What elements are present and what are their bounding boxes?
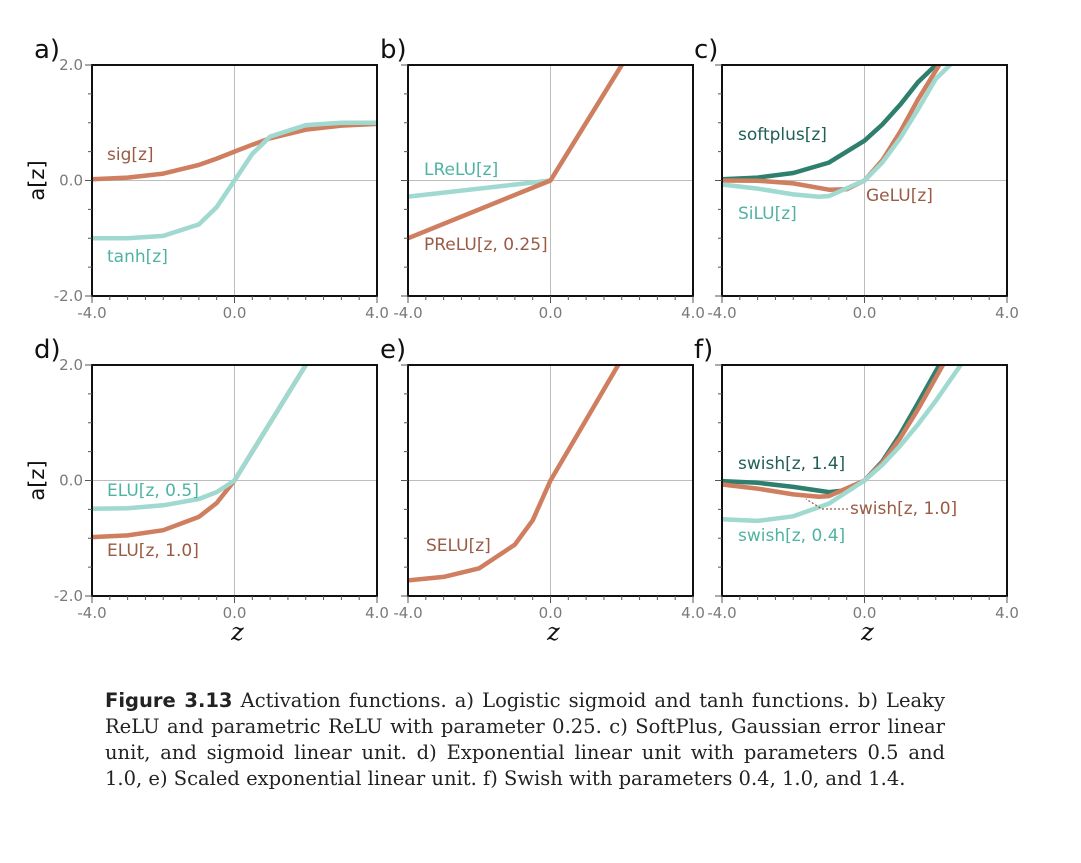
panel-a: -4.0 0.0 4.0 2.0 0.0 -2.0 a) a[z] sig[z] tanh[z] xyxy=(25,35,389,322)
x-axis-label: z xyxy=(546,618,560,646)
x-axis-label: z xyxy=(230,618,244,646)
x-tick-label: 0.0 xyxy=(853,304,877,322)
series-label: swish[z, 0.4] xyxy=(738,526,845,546)
panel-c: -4.0 0.0 4.0 c) softplus[z] GeLU[z] SiLU[z] xyxy=(694,35,1019,322)
x-tick-label: -4.0 xyxy=(77,304,106,322)
activation-functions-figure: -4.0 0.0 4.02.00.0-2.0a)a[z]sig[z]tanh[z]-… xyxy=(25,35,1019,646)
series-label: SiLU[z] xyxy=(738,204,797,224)
panel-letter: a) xyxy=(34,35,60,65)
series-line-silu-z xyxy=(722,65,953,199)
series-line-softplus-z xyxy=(722,65,939,182)
x-tick-label: 4.0 xyxy=(681,604,705,622)
y-axis-label: a[z] xyxy=(25,160,49,200)
x-tick-label: 0.0 xyxy=(539,604,563,622)
x-tick-label: 0.0 xyxy=(223,604,247,622)
panel-e: -4.0 0.0 4.0 e) z SELU[z] xyxy=(380,335,705,646)
swish-pointer xyxy=(805,498,848,510)
x-tick-label: -4.0 xyxy=(77,604,106,622)
series-label: SELU[z] xyxy=(426,536,491,556)
y-tick-label: 0.0 xyxy=(59,472,83,490)
series-label: swish[z, 1.0] xyxy=(850,499,957,519)
series-line-tanh-z xyxy=(92,120,377,241)
x-tick-label: 0.0 xyxy=(539,304,563,322)
x-tick-label: 4.0 xyxy=(995,604,1019,622)
x-tick-label: -4.0 xyxy=(707,604,736,622)
panel-d: -4.0 0.0 4.0 2.0 0.0 -2.0 d) a[z] z ELU[z, 0.5] EL… xyxy=(25,335,389,646)
y-axis-label: a[z] xyxy=(25,460,49,500)
y-tick-label: -2.0 xyxy=(54,287,83,305)
series-label: softplus[z] xyxy=(738,125,827,145)
panel-letter: c) xyxy=(694,35,718,65)
series-label: LReLU[z] xyxy=(424,160,498,180)
series-line-selu-z xyxy=(408,365,621,583)
panel-letter: d) xyxy=(34,335,61,365)
series-label: ELU[z, 0.5] xyxy=(107,481,199,501)
x-tick-label: -4.0 xyxy=(707,304,736,322)
series-line-swish-z-0-4 xyxy=(722,365,963,524)
series-label: sig[z] xyxy=(107,145,154,165)
x-tick-label: 0.0 xyxy=(853,604,877,622)
caption-text: Activation functions. a) Logistic sigmoi… xyxy=(105,689,945,790)
x-tick-label: 4.0 xyxy=(681,304,705,322)
series-label: GeLU[z] xyxy=(866,186,933,206)
panel-b: -4.0 0.0 4.0 b) LReLU[z] PReLU[z, 0.25] xyxy=(380,35,705,322)
series-label: PReLU[z, 0.25] xyxy=(424,235,548,255)
y-tick-label: 2.0 xyxy=(59,356,83,374)
series-label: ELU[z, 1.0] xyxy=(107,541,199,561)
x-axis-label: z xyxy=(860,618,874,646)
series-line-elu-z-0-5 xyxy=(92,365,309,512)
x-tick-label: -4.0 xyxy=(393,304,422,322)
series-line-elu-z-1-0 xyxy=(92,365,309,540)
series-line-prelu-z-0-25 xyxy=(408,65,625,241)
y-tick-label: 2.0 xyxy=(59,56,83,74)
x-tick-label: 4.0 xyxy=(995,304,1019,322)
x-tick-label: 0.0 xyxy=(223,304,247,322)
series-label: tanh[z] xyxy=(107,247,168,267)
figure-caption: Figure 3.13 Activation functions. a) Log… xyxy=(105,688,945,792)
panel-letter: e) xyxy=(380,335,406,365)
x-tick-label: 4.0 xyxy=(365,604,389,622)
x-tick-label: 4.0 xyxy=(365,304,389,322)
y-tick-label: 0.0 xyxy=(59,172,83,190)
panel-letter: f) xyxy=(694,335,713,365)
series-label: swish[z, 1.4] xyxy=(738,454,845,474)
x-tick-label: -4.0 xyxy=(393,604,422,622)
panel-letter: b) xyxy=(380,35,407,65)
series-line-swish-z-1-0 xyxy=(722,365,946,499)
caption-label: Figure 3.13 xyxy=(105,689,233,712)
y-tick-label: -2.0 xyxy=(54,587,83,605)
panel-f: -4.0 0.0 4.0 f) z swish[z, 1.4] swish[z, 1.0]s… xyxy=(694,335,1019,646)
series-line-sig-z xyxy=(92,121,377,182)
